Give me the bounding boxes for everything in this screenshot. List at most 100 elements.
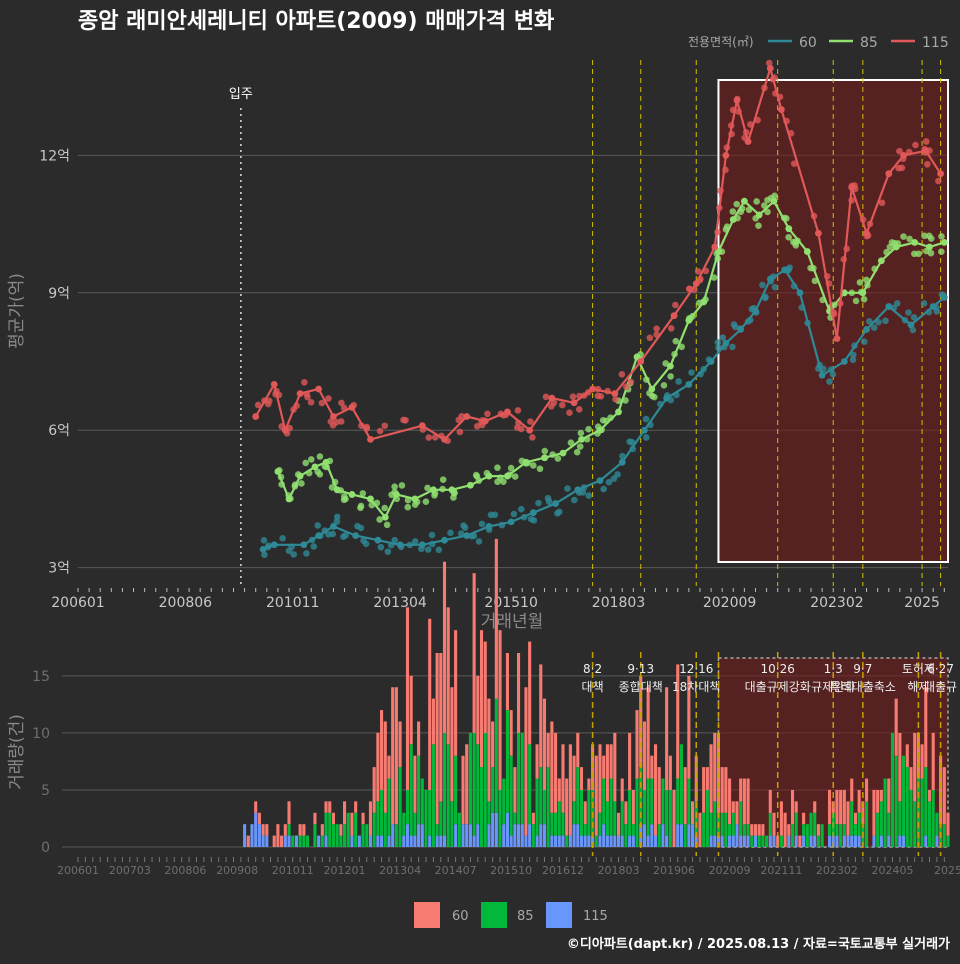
price-y-axis: 3억 6억 9억 12억 (39, 148, 70, 576)
volume-bar-60 (517, 653, 521, 733)
scatter-point-60 (554, 510, 561, 517)
volume-bar-60 (483, 641, 487, 733)
volume-y-tick-label: 0 (41, 840, 50, 856)
volume-bar-85 (935, 812, 939, 836)
series-point-60 (796, 289, 804, 297)
series-point-85 (859, 289, 867, 297)
volume-bar-60 (768, 789, 772, 813)
volume-bar-85 (650, 778, 654, 825)
volume-bar-60 (720, 767, 724, 813)
series-point-115 (348, 403, 356, 411)
scatter-point-60 (261, 551, 268, 558)
scatter-point-85 (938, 248, 945, 256)
volume-bar-115 (691, 824, 695, 847)
x-tick-label: 200601 (51, 595, 104, 611)
scatter-point-85 (648, 392, 656, 400)
volume-bar-85 (376, 801, 380, 836)
series-point-115 (833, 335, 841, 343)
scatter-point-115 (381, 422, 389, 430)
scatter-point-85 (541, 447, 549, 455)
volume-bar-60 (579, 767, 584, 790)
volume-bar-60 (302, 824, 306, 836)
series-point-85 (411, 495, 419, 503)
volume-bar-85 (879, 801, 883, 836)
volume-bar-85 (442, 732, 447, 836)
volume-y-axis: 0 5 10 15 (32, 669, 50, 856)
volume-bar-60 (624, 801, 628, 825)
scatter-point-115 (325, 395, 332, 402)
volume-bar-115 (831, 835, 835, 847)
volume-bar-85 (479, 767, 484, 847)
volume-bar-60 (272, 835, 276, 847)
series-point-115 (778, 106, 785, 113)
volume-bar-85 (550, 812, 554, 836)
volume-bar-60 (642, 721, 646, 790)
volume-bar-60 (927, 789, 932, 802)
volume-bar-60 (328, 801, 332, 813)
volume-bar-85 (320, 835, 324, 847)
scatter-point-85 (733, 200, 741, 208)
volume-bar-85 (583, 824, 587, 836)
series-point-85 (311, 463, 319, 471)
volume-bar-60 (324, 801, 328, 813)
scatter-point-85 (554, 455, 562, 462)
x-tick-label: 2025 (904, 595, 940, 611)
scatter-point-85 (785, 233, 792, 241)
volume-bar-60 (702, 767, 706, 813)
series-point-85 (700, 298, 708, 306)
series-point-60 (463, 532, 471, 540)
volume-bar-115 (442, 835, 447, 847)
volume-bar-115 (505, 812, 509, 847)
volume-bar-115 (728, 835, 732, 847)
scatter-point-85 (494, 464, 501, 471)
volume-bar-85 (554, 812, 558, 836)
volume-bar-115 (887, 835, 891, 847)
volume-bar-60 (628, 732, 632, 790)
series-point-60 (766, 275, 774, 283)
scatter-point-60 (870, 324, 878, 331)
volume-bar-85 (291, 835, 295, 847)
scatter-point-60 (600, 485, 607, 493)
volume-bar-60 (391, 687, 395, 825)
volume-bar-60 (609, 744, 613, 779)
volume-bar-60 (354, 801, 358, 813)
volume-bar-60 (320, 824, 324, 836)
series-point-60 (485, 523, 493, 530)
scatter-point-60 (642, 434, 650, 441)
policy-label: 12·16 (679, 662, 713, 676)
volume-bar-85 (668, 789, 672, 847)
volume-bar-115 (402, 835, 406, 847)
volume-bar-60 (646, 687, 650, 779)
scatter-point-85 (576, 443, 584, 450)
volume-bar-115 (435, 835, 439, 847)
volume-bar-85 (702, 812, 706, 847)
scatter-point-115 (376, 427, 384, 435)
volume-bar-60 (787, 824, 791, 836)
volume-bar-85 (839, 824, 843, 847)
volume-bar-60 (442, 561, 447, 733)
price-series (252, 59, 948, 558)
series-point-60 (507, 518, 515, 526)
volume-bar-85 (683, 824, 687, 847)
volume-bar-60 (568, 744, 572, 836)
volume-bar-60 (750, 824, 754, 836)
volume-bar-115 (409, 835, 413, 847)
scatter-point-85 (764, 208, 771, 216)
volume-bar-115 (417, 824, 421, 847)
move-in-label: 입주 (229, 87, 253, 102)
volume-bar-60 (739, 778, 743, 802)
scatter-point-85 (357, 504, 364, 512)
volume-bar-85 (579, 789, 584, 836)
volume-bar-115 (787, 835, 791, 847)
volume-bar-85 (450, 801, 454, 847)
volume-bar-60 (487, 698, 491, 802)
series-point-85 (381, 513, 389, 521)
volume-bar-85 (635, 778, 639, 847)
series-point-115 (296, 390, 304, 397)
volume-bar-60 (850, 778, 854, 802)
volume-bar-60 (535, 744, 539, 779)
volume-bar-85 (665, 789, 669, 836)
policy-label: 대책 (582, 679, 604, 694)
volume-bar-115 (628, 835, 632, 847)
volume-bar-115 (846, 835, 850, 847)
